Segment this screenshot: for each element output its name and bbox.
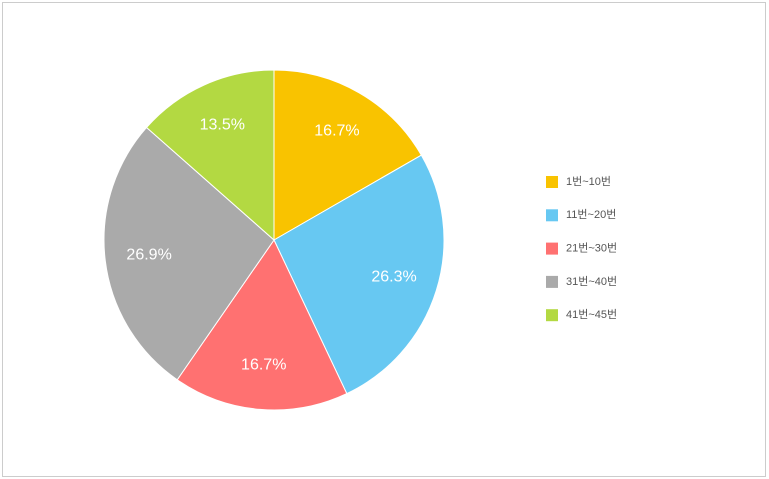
legend-label: 21번~30번 xyxy=(566,242,617,255)
pie-slice xyxy=(273,69,422,241)
value-label: 16.7% xyxy=(314,122,359,139)
legend-swatch xyxy=(546,309,558,322)
pie-slice xyxy=(176,239,348,411)
value-label: 26.3% xyxy=(371,269,416,286)
legend-swatch xyxy=(546,242,558,255)
legend-label: 11번~20번 xyxy=(566,208,616,221)
pie-slice xyxy=(103,126,275,381)
pie-slice xyxy=(145,69,275,242)
legend-swatch xyxy=(546,275,558,288)
legend-label: 41번~45번 xyxy=(566,308,617,321)
value-label: 16.7% xyxy=(241,357,286,374)
value-label: 26.9% xyxy=(126,246,171,263)
legend-label: 1번~10번 xyxy=(566,175,611,188)
pie-slice xyxy=(273,154,445,395)
value-label: 13.5% xyxy=(200,117,245,134)
legend-swatch xyxy=(546,176,558,188)
legend-swatch xyxy=(546,209,558,222)
legend-label: 31번~40번 xyxy=(566,275,617,288)
